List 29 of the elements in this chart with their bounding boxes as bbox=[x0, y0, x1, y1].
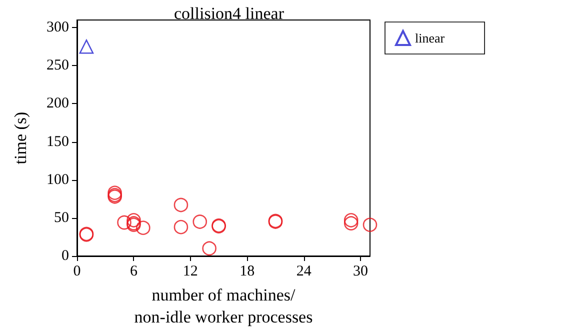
x-tick-label: 24 bbox=[296, 264, 312, 280]
point bbox=[344, 213, 358, 228]
point bbox=[79, 39, 94, 54]
x-axis-title: number of machines/ non-idle worker processes bbox=[134, 285, 313, 326]
y-tick-label: 200 bbox=[46, 96, 69, 112]
y-tick-label: 0 bbox=[62, 248, 69, 264]
point bbox=[126, 213, 141, 228]
y-tick-label: 300 bbox=[46, 20, 69, 36]
x-tick-label: 0 bbox=[73, 264, 81, 280]
point bbox=[117, 215, 132, 230]
y-axis-title: time (s) bbox=[11, 112, 30, 164]
point bbox=[202, 241, 216, 256]
point bbox=[136, 220, 150, 235]
point bbox=[192, 214, 208, 229]
legend-label: linear bbox=[415, 30, 446, 46]
point bbox=[344, 216, 358, 230]
y-tick-label: 50 bbox=[54, 210, 69, 226]
y-tick-label: 150 bbox=[46, 134, 69, 150]
x-tick-label: 18 bbox=[240, 264, 255, 280]
x-tick-label: 6 bbox=[130, 264, 138, 280]
point bbox=[174, 198, 188, 212]
x-tick-label: 30 bbox=[353, 264, 368, 280]
point bbox=[174, 220, 188, 234]
point bbox=[362, 218, 378, 232]
point bbox=[108, 186, 122, 200]
y-tick-label: 100 bbox=[46, 172, 69, 188]
x-tick-label: 12 bbox=[182, 264, 198, 280]
y-tick-label: 250 bbox=[46, 58, 69, 74]
chart-title: collision4 linear bbox=[174, 4, 284, 23]
